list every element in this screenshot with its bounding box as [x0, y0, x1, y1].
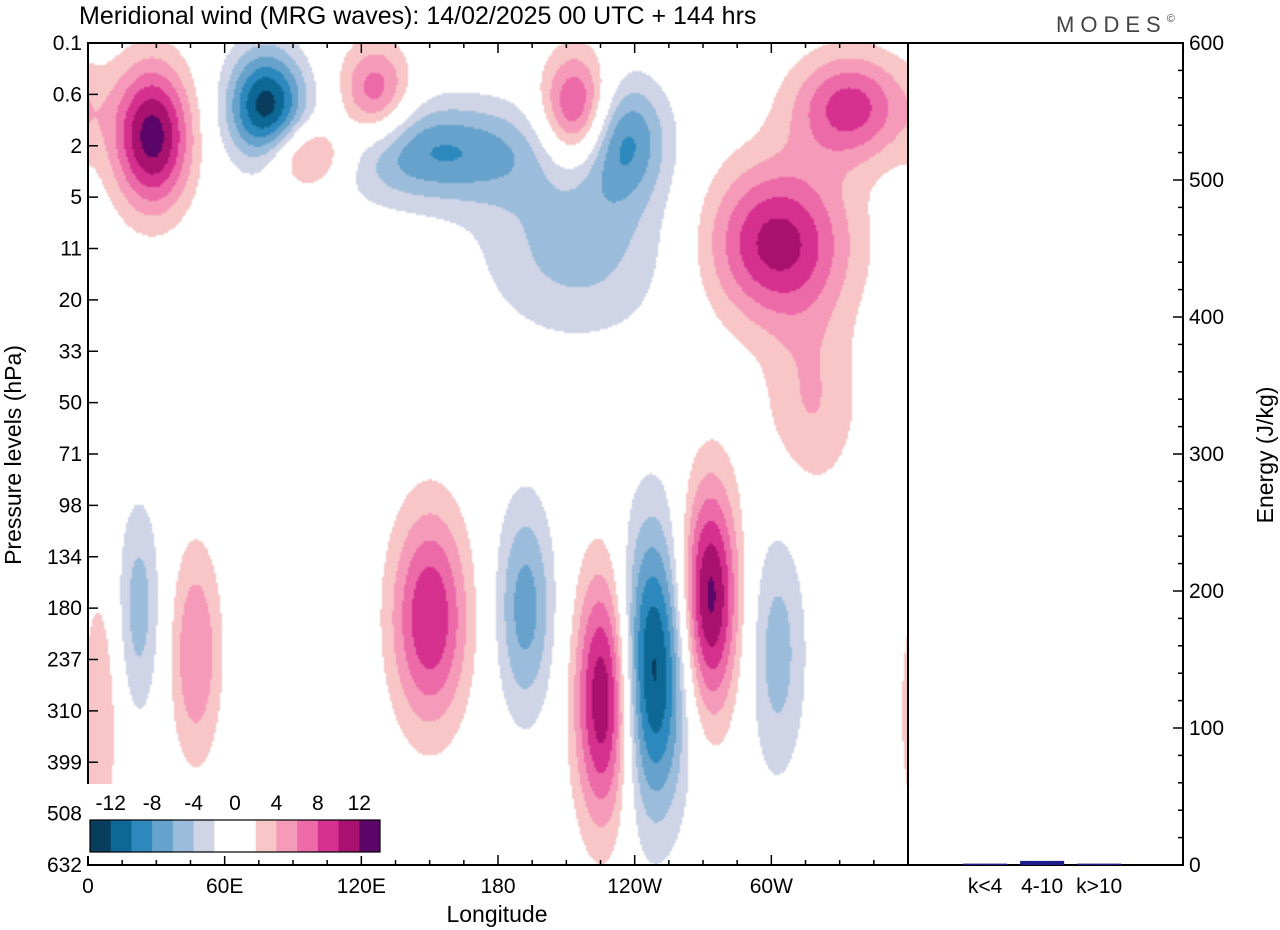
colorbar-swatch — [214, 820, 236, 852]
colorbar-label: 4 — [271, 792, 283, 815]
energy-tick-label: 0 — [1189, 854, 1201, 877]
heatmap-field — [88, 43, 908, 865]
energy-tick-label: 100 — [1189, 717, 1224, 740]
colorbar-label: 0 — [229, 792, 241, 815]
colorbar-swatch — [172, 820, 195, 852]
colorbar-label: -12 — [96, 792, 126, 815]
colorbar-swatch — [193, 820, 215, 852]
colorbar-swatch — [90, 820, 112, 852]
y-tick-label: 508 — [47, 803, 82, 826]
colorbar-label: -8 — [143, 792, 162, 815]
colorbar-swatch — [131, 820, 153, 852]
y-tick-label: 632 — [47, 854, 82, 877]
colorbar-swatch — [276, 820, 298, 852]
colorbar-label: 8 — [312, 792, 324, 815]
energy-tick-label: 400 — [1189, 306, 1224, 329]
energy-category-label: k<4 — [968, 875, 1003, 898]
y-tick-label: 0.1 — [53, 32, 82, 55]
chart-title: Meridional wind (MRG waves): 14/02/2025 … — [79, 2, 756, 30]
energy-bar — [1020, 860, 1065, 865]
x-tick-label: 120E — [337, 875, 386, 898]
y-tick-label: 71 — [59, 443, 82, 466]
colorbar-swatch — [359, 820, 381, 852]
energy-tick-label: 600 — [1189, 32, 1224, 55]
x-tick-label: 180 — [480, 875, 515, 898]
x-axis-label: Longitude — [446, 901, 547, 927]
y-tick-label: 98 — [59, 494, 82, 517]
y-tick-label: 2 — [70, 135, 82, 158]
colorbar-label: 12 — [348, 792, 371, 815]
y-tick-label: 33 — [59, 340, 82, 363]
x-tick-label: 60W — [750, 875, 793, 898]
x-tick-label: 0 — [82, 875, 94, 898]
energy-category-label: k>10 — [1076, 875, 1122, 898]
brand-logo: MODES© — [1056, 12, 1175, 37]
energy-category-label: 4-10 — [1021, 875, 1063, 898]
colorbar-label: -4 — [184, 792, 203, 815]
colorbar-swatch — [152, 820, 174, 852]
brand-name: MODES — [1056, 12, 1167, 37]
y-tick-label: 0.6 — [53, 83, 82, 106]
y-tick-label: 237 — [47, 649, 82, 672]
energy-bar — [963, 863, 1008, 865]
energy-tick-label: 200 — [1189, 580, 1224, 603]
y-tick-label: 20 — [59, 289, 82, 312]
x-tick-label: 120W — [607, 875, 662, 898]
brand-mark: © — [1167, 13, 1175, 25]
y-tick-label: 5 — [70, 186, 82, 209]
colorbar-swatch — [110, 820, 132, 852]
heatmap-axes: 0.1 0.6 2 5 11 20 33 50 71 98 134 180 237 310 399 508 63… — [47, 32, 909, 898]
colorbar-swatch — [297, 820, 319, 852]
y-tick-label: 399 — [47, 751, 82, 774]
y-axis-label: Pressure levels (hPa) — [0, 345, 26, 565]
colorbar-swatch — [338, 820, 360, 852]
colorbar-swatch — [255, 820, 277, 852]
colorbar-frame — [89, 819, 381, 853]
energy-bar — [1077, 863, 1122, 865]
energy-frame — [907, 42, 1184, 866]
colorbar-swatch — [235, 820, 257, 852]
y-tick-label: 180 — [47, 597, 82, 620]
energy-bar-chart: 0 100 200 300 400 500 600 k<4 4-10 k>10 — [907, 32, 1224, 898]
colorbar-swatch — [317, 820, 340, 852]
energy-axis-label: Energy (J/kg) — [1252, 387, 1278, 524]
heatmap-image — [88, 43, 908, 865]
energy-tick-label: 500 — [1189, 169, 1224, 192]
colorbar: -12 -8 -4 0 4 8 12 — [86, 784, 384, 856]
y-tick-label: 134 — [47, 546, 82, 569]
y-tick-label: 310 — [47, 700, 82, 723]
y-tick-label: 50 — [59, 392, 82, 415]
energy-tick-label: 300 — [1189, 443, 1224, 466]
x-tick-label: 60E — [206, 875, 243, 898]
y-tick-label: 11 — [60, 238, 82, 261]
